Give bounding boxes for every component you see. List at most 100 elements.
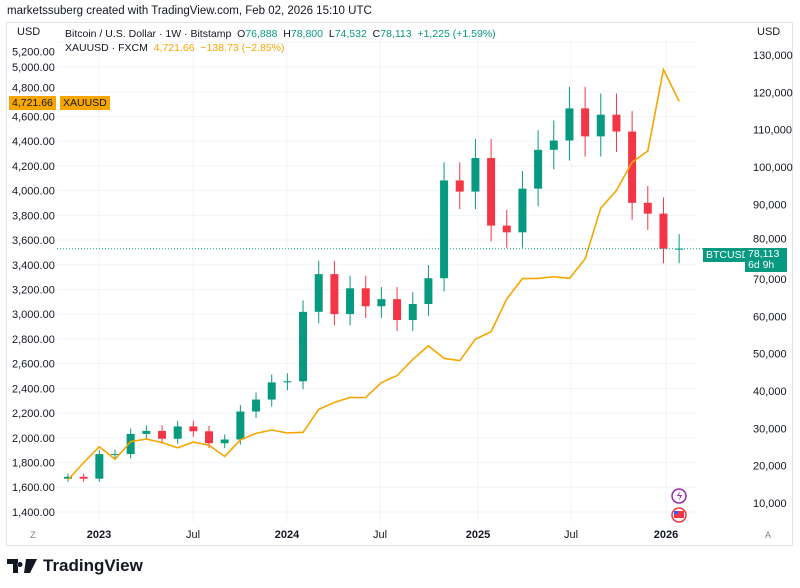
- flag-glyph: [674, 511, 684, 518]
- left-axis-tick: 2,400.00: [12, 383, 55, 395]
- btc-candle: [205, 431, 214, 444]
- low-label: L: [328, 28, 335, 40]
- btc-candle: [628, 131, 637, 203]
- close-value: 78,113: [380, 28, 412, 40]
- right-axis-tick: 50,000: [753, 349, 787, 361]
- btc-price-tag: 78,113 6d 9h: [745, 248, 787, 272]
- xau-last: 4,721.66: [153, 42, 195, 54]
- left-axis-tick: 3,000.00: [12, 309, 55, 321]
- btc-candle: [346, 288, 355, 315]
- btc-candle: [377, 299, 386, 307]
- right-axis-tick: 20,000: [753, 461, 787, 473]
- btc-candle: [408, 303, 417, 321]
- left-axis-tick: 4,000.00: [12, 186, 55, 198]
- bar-countdown: 6d 9h: [748, 259, 775, 271]
- bottom-left-button[interactable]: Z: [30, 530, 36, 540]
- bottom-right-button[interactable]: A: [765, 530, 771, 540]
- btc-candle: [267, 382, 276, 400]
- xau-line: [67, 66, 680, 481]
- x-axis-tick: 2024: [275, 529, 300, 541]
- left-axis-tick: 4,800.00: [12, 83, 55, 95]
- btc-candle: [314, 274, 323, 312]
- open-value: 76,888: [245, 28, 278, 40]
- btc-candle: [502, 225, 511, 233]
- btc-candle: [471, 158, 480, 192]
- btc-candle: [659, 213, 668, 249]
- btc-candle: [596, 114, 605, 137]
- tradingview-logo[interactable]: TradingView: [7, 556, 143, 576]
- left-currency-label[interactable]: USD: [12, 24, 46, 41]
- btc-candle: [283, 381, 292, 383]
- btc-candle: [158, 430, 167, 439]
- btc-candle: [393, 299, 402, 321]
- right-axis-tick: 30,000: [753, 423, 787, 435]
- btc-change: +1,225 (+1.59%): [417, 28, 496, 40]
- btc-candle: [612, 114, 621, 132]
- btc-candle: [440, 180, 449, 279]
- open-label: O: [237, 28, 246, 40]
- btc-candle: [79, 476, 88, 479]
- right-axis-tick: 100,000: [753, 162, 793, 174]
- btc-legend-row[interactable]: Bitcoin / U.S. Dollar · 1W · Bitstamp O7…: [65, 27, 496, 41]
- btc-symbol-tag: BTCUSD: [703, 248, 753, 262]
- btc-candle: [424, 278, 433, 304]
- btc-candle: [64, 476, 72, 479]
- right-axis-tick: 70,000: [753, 274, 787, 286]
- btc-candle: [675, 248, 684, 250]
- chart-legend: Bitcoin / U.S. Dollar · 1W · Bitstamp O7…: [65, 27, 496, 55]
- low-value: 74,532: [334, 28, 367, 40]
- xau-change: −138.73 (−2.85%): [200, 42, 285, 54]
- left-axis-tick: 1,400.00: [12, 507, 55, 519]
- right-axis-tick: 80,000: [753, 234, 787, 246]
- high-label: H: [283, 28, 291, 40]
- left-axis-tick: 3,400.00: [12, 260, 55, 272]
- btc-candle: [173, 426, 182, 439]
- xau-price-tag: 4,721.66: [9, 96, 56, 110]
- btc-candle: [142, 430, 151, 434]
- right-axis-tick: 40,000: [753, 386, 787, 398]
- x-axis-tick: 2025: [466, 529, 490, 541]
- x-axis-tick: Jul: [373, 529, 387, 541]
- left-axis-tick: 2,600.00: [12, 359, 55, 371]
- left-axis-tick: 1,800.00: [12, 458, 55, 470]
- btc-candle: [189, 426, 198, 432]
- close-label: C: [372, 28, 381, 40]
- right-axis-tick: 110,000: [753, 125, 792, 137]
- left-axis-tick: 1,600.00: [12, 482, 55, 494]
- x-axis-tick: Jul: [186, 529, 200, 541]
- btc-candle: [111, 454, 120, 456]
- btc-candle: [534, 149, 543, 189]
- left-axis-tick: 3,200.00: [12, 284, 55, 296]
- btc-candle: [252, 399, 261, 412]
- flag-canton: [674, 511, 678, 514]
- x-axis-tick: 2023: [87, 529, 111, 541]
- btc-candle: [487, 158, 496, 226]
- brand-name: TradingView: [43, 556, 143, 575]
- right-axis-tick: 10,000: [753, 498, 787, 510]
- btc-candle: [455, 180, 464, 192]
- btc-candle: [581, 108, 590, 137]
- x-axis-tick: Jul: [564, 529, 578, 541]
- btc-candle: [330, 274, 339, 315]
- x-axis-tick: 2026: [654, 529, 678, 541]
- left-axis-tick: 2,800.00: [12, 334, 55, 346]
- btc-candle: [565, 108, 574, 141]
- right-axis-tick: 90,000: [753, 199, 787, 211]
- right-axis-tick: 60,000: [753, 311, 787, 323]
- btc-candle: [643, 202, 652, 214]
- btc-candle: [126, 433, 135, 455]
- chart-frame: [6, 22, 793, 546]
- btc-candle: [220, 439, 229, 444]
- right-currency-label[interactable]: USD: [752, 24, 786, 41]
- left-axis-tick: 4,600.00: [12, 111, 55, 123]
- chart-credit: marketssuberg created with TradingView.c…: [7, 5, 372, 17]
- left-axis-tick: 4,400.00: [12, 136, 55, 148]
- btc-candle: [95, 454, 104, 479]
- left-axis-tick: 2,200.00: [12, 408, 55, 420]
- left-axis-tick: 3,600.00: [12, 235, 55, 247]
- btc-price: 78,113: [748, 248, 780, 260]
- tradingview-logo-icon: [7, 559, 37, 573]
- xau-legend-row[interactable]: XAUUSD · FXCM 4,721.66 −138.73 (−2.85%): [65, 41, 496, 55]
- xau-symbol-name: XAUUSD · FXCM: [65, 42, 148, 54]
